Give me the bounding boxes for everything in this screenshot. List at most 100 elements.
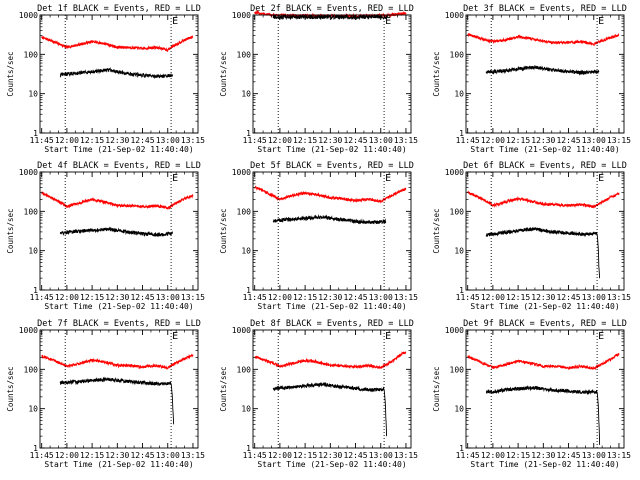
y-tick-label: 100 — [450, 50, 465, 59]
x-tick-label: 13:00 — [156, 451, 180, 460]
x-tick-label: 12:30 — [105, 293, 129, 302]
x-tick-label: 12:45 — [130, 136, 154, 145]
lld-rate-line — [467, 32, 620, 47]
y-tick-label: 100 — [450, 207, 465, 216]
x-tick-label: 12:30 — [531, 136, 555, 145]
y-tick-label: 1000 — [232, 326, 251, 335]
x-tick-label: 11:45 — [456, 293, 480, 302]
x-tick-label: 12:45 — [343, 136, 367, 145]
y-tick-label: 1 — [246, 129, 251, 138]
x-tick-label: 12:00 — [481, 451, 505, 460]
y-tick-label: 1000 — [232, 168, 251, 177]
x-tick-label: 12:30 — [318, 451, 342, 460]
panel-title: Det 2f BLACK = Events, RED = LLD — [250, 4, 414, 14]
panel-title: Det 4f BLACK = Events, RED = LLD — [37, 161, 201, 171]
y-tick-label: 1 — [246, 286, 251, 295]
y-tick-label: 100 — [24, 50, 39, 59]
x-tick-label: 12:15 — [80, 451, 104, 460]
x-tick-label: 12:00 — [55, 136, 79, 145]
time-marker-label: E — [385, 16, 391, 27]
time-marker-label: E — [385, 173, 391, 184]
y-axis-label: Counts/sec — [6, 51, 15, 96]
x-tick-label: 13:00 — [156, 136, 180, 145]
y-tick-label: 10 — [28, 405, 38, 414]
x-tick-label: 12:15 — [80, 293, 104, 302]
x-tick-label: 13:00 — [369, 293, 393, 302]
x-tick-label: 13:15 — [181, 451, 205, 460]
panel-title: Det 1f BLACK = Events, RED = LLD — [37, 4, 201, 14]
x-axis-label: Start Time (21-Sep-02 11:40:40) — [44, 460, 193, 469]
y-tick-label: 1000 — [232, 11, 251, 20]
y-tick-label: 10 — [454, 405, 464, 414]
y-tick-label: 1 — [459, 286, 464, 295]
x-tick-label: 11:45 — [243, 293, 267, 302]
x-tick-label: 12:45 — [343, 451, 367, 460]
time-marker-label: E — [598, 331, 604, 342]
x-tick-label: 11:45 — [243, 451, 267, 460]
detector-panel: Det 3f BLACK = Events, RED = LLD E 1 10 100 1… — [432, 4, 631, 154]
x-tick-label: 11:45 — [30, 293, 54, 302]
y-tick-label: 1000 — [19, 11, 38, 20]
x-tick-label: 12:15 — [293, 136, 317, 145]
y-tick-label: 100 — [237, 50, 252, 59]
y-tick-label: 100 — [24, 207, 39, 216]
x-axis-label: Start Time (21-Sep-02 11:40:40) — [257, 460, 406, 469]
lld-rate-line — [41, 34, 194, 53]
y-tick-label: 10 — [241, 405, 251, 414]
plot-frame — [252, 14, 412, 134]
plot-frame — [252, 329, 412, 449]
x-tick-label: 11:45 — [30, 136, 54, 145]
panel-title: Det 6f BLACK = Events, RED = LLD — [463, 161, 627, 171]
events-rate-line — [485, 385, 601, 445]
x-tick-label: 13:00 — [369, 451, 393, 460]
x-tick-label: 13:15 — [607, 451, 631, 460]
y-tick-label: 1 — [459, 444, 464, 453]
x-tick-label: 13:00 — [369, 136, 393, 145]
events-rate-line — [59, 376, 175, 425]
x-tick-label: 12:00 — [268, 293, 292, 302]
y-tick-label: 10 — [241, 90, 251, 99]
x-tick-label: 13:00 — [582, 451, 606, 460]
x-tick-label: 13:00 — [582, 136, 606, 145]
y-axis-label: Counts/sec — [432, 208, 441, 253]
x-tick-label: 11:45 — [456, 451, 480, 460]
x-axis-label: Start Time (21-Sep-02 11:40:40) — [470, 145, 619, 154]
events-rate-line — [272, 382, 388, 437]
x-tick-label: 12:00 — [268, 136, 292, 145]
x-tick-label: 12:15 — [293, 451, 317, 460]
y-tick-label: 1 — [459, 129, 464, 138]
detector-panel: Det 7f BLACK = Events, RED = LLD E 1 10 100 1… — [6, 319, 205, 469]
events-rate-line — [272, 214, 387, 225]
events-rate-line — [59, 67, 174, 80]
y-axis-label: Counts/sec — [432, 51, 441, 96]
y-tick-label: 1000 — [19, 168, 38, 177]
x-tick-label: 12:30 — [318, 136, 342, 145]
x-tick-label: 13:00 — [156, 293, 180, 302]
x-tick-label: 12:45 — [556, 451, 580, 460]
x-tick-label: 13:15 — [394, 293, 418, 302]
detector-panel: Det 1f BLACK = Events, RED = LLD E 1 10 100 1… — [6, 4, 205, 154]
plot-frame — [252, 171, 412, 291]
x-tick-label: 12:00 — [55, 451, 79, 460]
x-axis-label: Start Time (21-Sep-02 11:40:40) — [44, 145, 193, 154]
x-tick-label: 12:30 — [531, 293, 555, 302]
y-tick-label: 1 — [33, 129, 38, 138]
time-marker-label: E — [172, 173, 178, 184]
time-marker-label: E — [172, 331, 178, 342]
detector-panel: Det 9f BLACK = Events, RED = LLD E 1 10 100 1… — [432, 319, 631, 469]
x-tick-label: 13:15 — [394, 136, 418, 145]
x-tick-label: 12:45 — [130, 451, 154, 460]
panel-title: Det 7f BLACK = Events, RED = LLD — [37, 319, 201, 329]
x-tick-label: 12:15 — [293, 293, 317, 302]
lld-rate-line — [254, 351, 407, 370]
detector-panel: Det 5f BLACK = Events, RED = LLD E 1 10 100 1… — [219, 161, 418, 311]
x-tick-label: 12:30 — [105, 136, 129, 145]
y-tick-label: 100 — [237, 365, 252, 374]
y-axis-label: Counts/sec — [6, 366, 15, 411]
y-tick-label: 10 — [241, 247, 251, 256]
plot-frame — [465, 171, 625, 291]
y-tick-label: 1000 — [445, 11, 464, 20]
y-tick-label: 1 — [33, 286, 38, 295]
x-tick-label: 12:15 — [506, 293, 530, 302]
